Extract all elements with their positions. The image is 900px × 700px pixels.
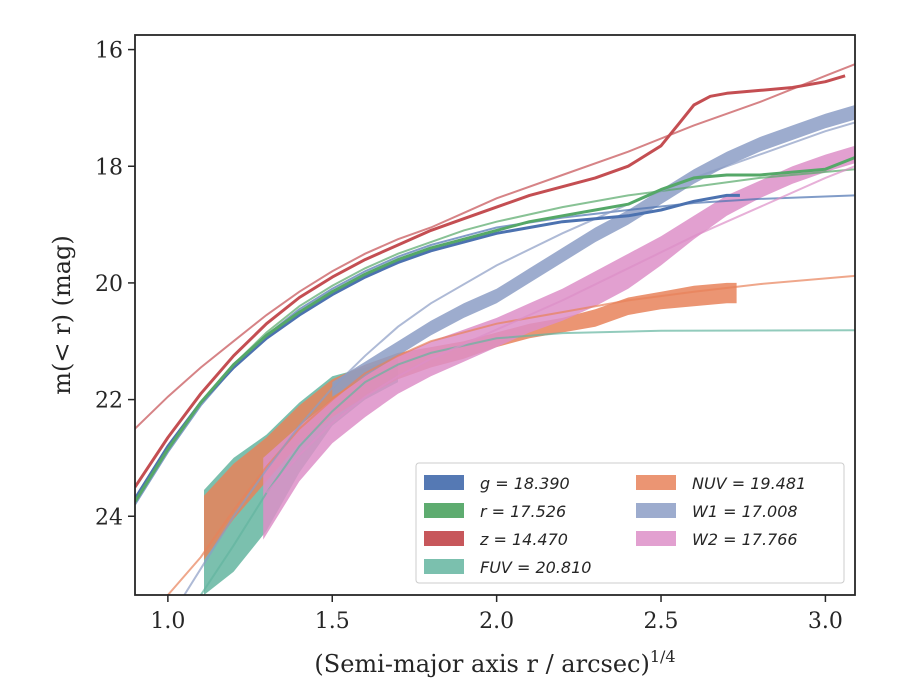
legend-swatch-FUV	[424, 559, 464, 574]
model-curve-NUV	[167, 274, 855, 595]
observed-curves	[135, 74, 855, 503]
observed-curve-z	[135, 74, 846, 488]
observed-curve-g	[135, 193, 740, 500]
x-tick-label: 1.5	[315, 609, 350, 634]
y-axis-label: m(< r) (mag)	[48, 235, 76, 394]
legend-swatch-r	[424, 503, 464, 518]
model-curve-z	[135, 63, 855, 430]
legend-swatch-g	[424, 475, 464, 490]
model-curve-W1	[183, 121, 855, 595]
legend-box	[415, 462, 845, 584]
band-series	[204, 105, 855, 595]
legend-label-r: r = 17.526	[480, 502, 566, 521]
plot-frame	[134, 34, 856, 596]
x-tick-label: 1.0	[150, 609, 185, 634]
band-FUV	[204, 358, 398, 595]
model-curve-FUV	[199, 329, 855, 595]
observed-curve-r	[135, 156, 855, 503]
legend-swatch-NUV	[636, 475, 676, 490]
legend-swatch-W1	[636, 503, 676, 518]
band-W1	[332, 105, 855, 397]
x-axis-label-text: (Semi-major axis r / arcsec)	[314, 650, 649, 678]
legend-label-NUV: NUV = 19.481	[692, 474, 806, 493]
y-tick-label: 24	[95, 505, 123, 530]
y-axis: 16 18 20 22 24	[95, 39, 135, 530]
y-tick-label: 20	[95, 272, 123, 297]
y-tick-label: 16	[95, 39, 123, 64]
y-tick-label: 22	[95, 389, 123, 414]
x-axis-label: (Semi-major axis r / arcsec)1/4	[314, 647, 675, 678]
legend-label-W1: W1 = 17.008	[692, 502, 798, 521]
legend: g = 18.390 r = 17.526 z = 14.470 FUV = 20.8…	[415, 462, 845, 584]
x-tick-label: 2.0	[479, 609, 514, 634]
legend-label-g: g = 18.390	[480, 474, 570, 493]
legend-swatch-z	[424, 531, 464, 546]
y-tick-label: 18	[95, 155, 123, 180]
model-curve-W2	[265, 165, 855, 494]
legend-label-W2: W2 = 17.766	[692, 530, 798, 549]
x-tick-label: 3.0	[808, 609, 843, 634]
legend-swatch-W2	[636, 531, 676, 546]
x-tick-label: 2.5	[644, 609, 679, 634]
legend-label-z: z = 14.470	[479, 530, 568, 549]
legend-label-FUV: FUV = 20.810	[480, 558, 591, 577]
x-axis: 1.0 1.5 2.0 2.5 3.0	[150, 595, 843, 634]
x-axis-label-exponent: 1/4	[650, 647, 676, 666]
